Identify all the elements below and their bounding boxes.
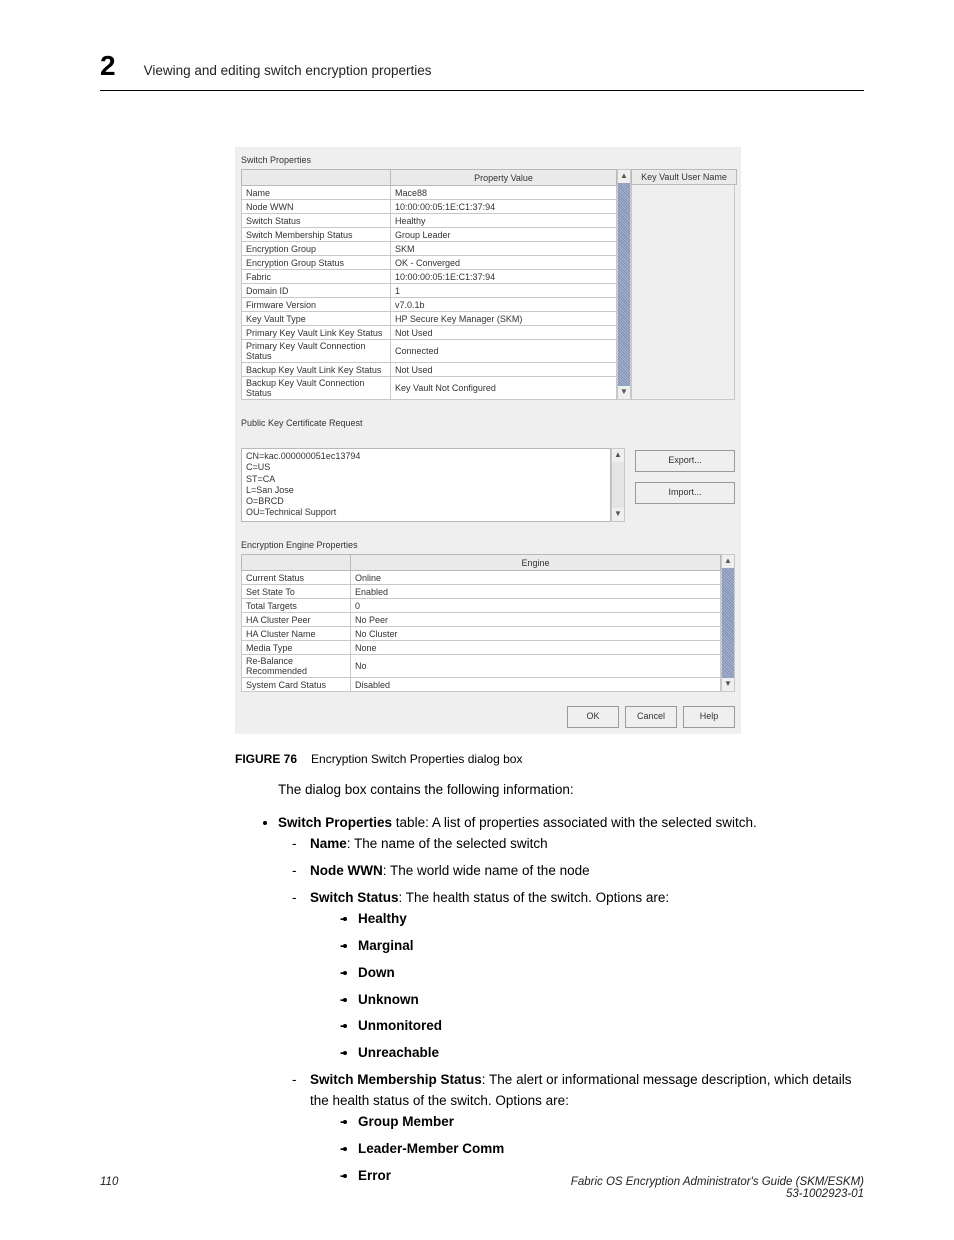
figure-caption: FIGURE 76Encryption Switch Properties di… [235, 752, 864, 766]
switch-properties-title: Switch Properties [241, 155, 735, 165]
scroll-down-icon[interactable]: ▼ [612, 508, 624, 521]
table-row: Node WWN10:00:00:05:1E:C1:37:94 [242, 200, 617, 214]
switch-properties-table: Property Value NameMace88 Node WWN10:00:… [241, 169, 617, 400]
table-row: Backup Key Vault Connection StatusKey Va… [242, 377, 617, 400]
table-row: Primary Key Vault Link Key StatusNot Use… [242, 326, 617, 340]
table-row: Firmware Versionv7.0.1b [242, 298, 617, 312]
switch-properties-dialog: Switch Properties Property Value NameMac… [235, 147, 741, 734]
table-row: NameMace88 [242, 186, 617, 200]
table-row: Media TypeNone [242, 641, 721, 655]
page-number: 110 [100, 1176, 118, 1200]
export-button[interactable]: Export... [635, 450, 735, 472]
cert-request-text: CN=kac.000000051ec13794 C=US ST=CA L=San… [241, 448, 611, 522]
cert-title: Public Key Certificate Request [241, 418, 735, 428]
import-button[interactable]: Import... [635, 482, 735, 504]
engine-header: Engine [351, 555, 721, 571]
table-row: Fabric10:00:00:05:1E:C1:37:94 [242, 270, 617, 284]
table-row: Switch StatusHealthy [242, 214, 617, 228]
table-row: Encryption GroupSKM [242, 242, 617, 256]
scroll-up-icon[interactable]: ▲ [612, 449, 624, 462]
ok-button[interactable]: OK [567, 706, 619, 728]
table-row: HA Cluster PeerNo Peer [242, 613, 721, 627]
engine-title: Encryption Engine Properties [241, 540, 735, 550]
property-value-header: Property Value [391, 170, 617, 186]
doc-title: Fabric OS Encryption Administrator's Gui… [571, 1176, 864, 1188]
scroll-down-icon[interactable]: ▼ [722, 678, 734, 691]
table-row: Encryption Group StatusOK - Converged [242, 256, 617, 270]
table-row: Primary Key Vault Connection StatusConne… [242, 340, 617, 363]
engine-properties-table: Engine Current StatusOnline Set State To… [241, 554, 721, 692]
page-footer: 110 Fabric OS Encryption Administrator's… [100, 1176, 864, 1200]
scrollbar-vertical[interactable]: ▲ ▼ [617, 169, 631, 400]
table-row: Set State ToEnabled [242, 585, 721, 599]
scroll-up-icon[interactable]: ▲ [618, 170, 630, 183]
intro-text: The dialog box contains the following in… [278, 780, 864, 800]
cancel-button[interactable]: Cancel [625, 706, 677, 728]
table-row: Switch Membership StatusGroup Leader [242, 228, 617, 242]
chapter-title: Viewing and editing switch encryption pr… [144, 63, 432, 78]
scrollbar-vertical[interactable]: ▲ ▼ [721, 554, 735, 692]
table-row: Domain ID1 [242, 284, 617, 298]
scroll-down-icon[interactable]: ▼ [618, 386, 630, 399]
properties-list: Switch Properties table: A list of prope… [248, 813, 864, 1187]
scrollbar-vertical[interactable]: ▲ ▼ [611, 448, 625, 522]
table-row: System Card StatusDisabled [242, 678, 721, 692]
table-row: Backup Key Vault Link Key StatusNot Used [242, 363, 617, 377]
key-vault-user-header: Key Vault User Name [631, 169, 737, 185]
chapter-number: 2 [100, 50, 116, 82]
table-row: Current StatusOnline [242, 571, 721, 585]
scroll-up-icon[interactable]: ▲ [722, 555, 734, 568]
table-row: Re-Balance RecommendedNo [242, 655, 721, 678]
table-row: Key Vault TypeHP Secure Key Manager (SKM… [242, 312, 617, 326]
table-row: Total Targets0 [242, 599, 721, 613]
help-button[interactable]: Help [683, 706, 735, 728]
header-rule [100, 90, 864, 91]
doc-number: 53-1002923-01 [571, 1188, 864, 1200]
table-row: HA Cluster NameNo Cluster [242, 627, 721, 641]
